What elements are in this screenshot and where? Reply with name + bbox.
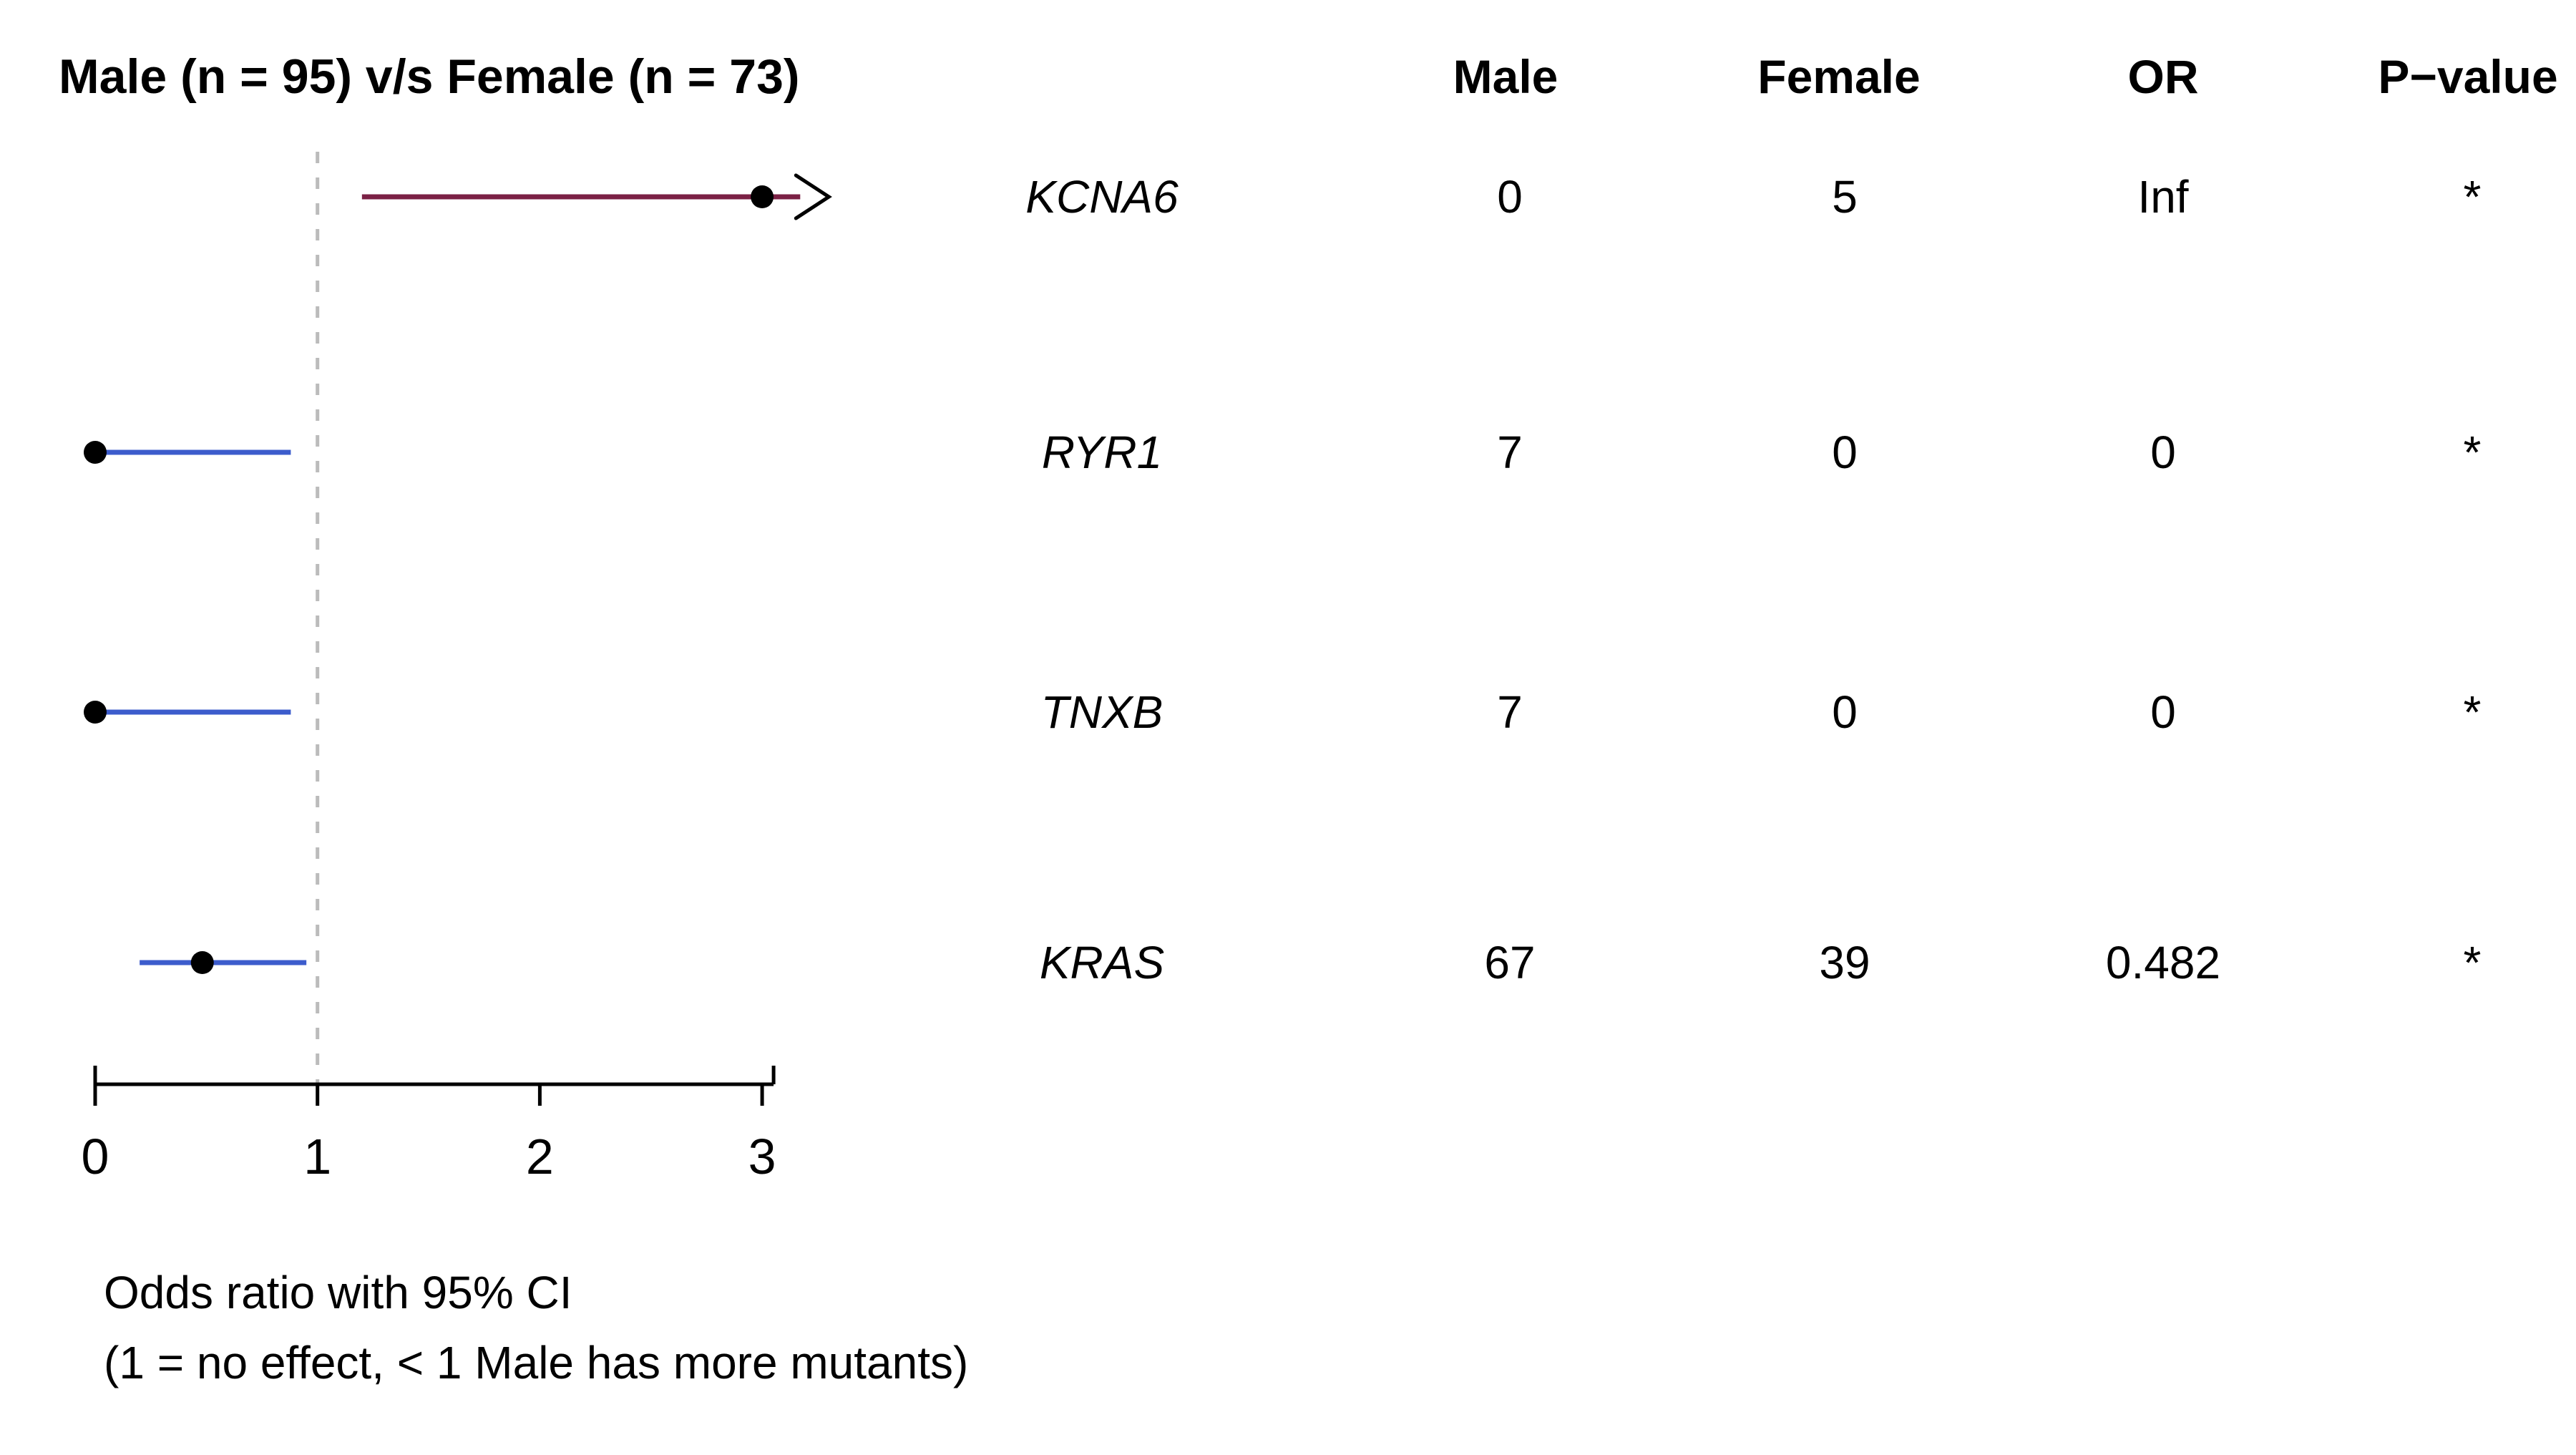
female-count: 5 <box>1832 171 1858 223</box>
p-value: * <box>2463 686 2482 738</box>
or-point <box>84 441 107 464</box>
x-axis-tick-label: 0 <box>82 1129 109 1184</box>
forest-chart: 0 1 2 3 <box>82 152 832 1184</box>
axis-caption-line-2: (1 = no effect, < 1 Male has more mutant… <box>104 1337 969 1388</box>
or-point <box>751 185 774 208</box>
p-value: * <box>2463 937 2482 988</box>
gene-label: RYR1 <box>1041 427 1163 478</box>
p-value: * <box>2463 171 2482 223</box>
odds-ratio: 0.482 <box>2105 937 2221 988</box>
female-count: 39 <box>1819 937 1870 988</box>
plot-title: Male (n = 95) v/s Female (n = 73) <box>59 49 800 104</box>
ci-arrow-head-icon <box>794 173 832 220</box>
odds-ratio: 0 <box>2150 427 2176 478</box>
female-count: 0 <box>1832 686 1858 738</box>
odds-ratio: Inf <box>2137 171 2189 223</box>
x-axis-tick-label: 1 <box>303 1129 331 1184</box>
female-count: 0 <box>1832 427 1858 478</box>
male-count: 0 <box>1497 171 1523 223</box>
column-header-female: Female <box>1757 50 1921 103</box>
axis-caption-line-1: Odds ratio with 95% CI <box>104 1267 572 1318</box>
gene-label: KRAS <box>1039 937 1165 988</box>
column-header-or: OR <box>2127 50 2199 103</box>
x-axis-tick-label: 3 <box>748 1129 776 1184</box>
male-count: 7 <box>1497 427 1523 478</box>
odds-ratio: 0 <box>2150 686 2176 738</box>
column-header-male: Male <box>1453 50 1558 103</box>
gene-label: TNXB <box>1040 686 1163 738</box>
or-point <box>84 701 107 724</box>
column-header-pvalue: P−value <box>2378 50 2558 103</box>
male-count: 7 <box>1497 686 1523 738</box>
or-point <box>190 951 214 974</box>
x-axis-tick-label: 2 <box>526 1129 554 1184</box>
p-value: * <box>2463 427 2482 478</box>
male-count: 67 <box>1484 937 1536 988</box>
gene-label: KCNA6 <box>1025 171 1179 223</box>
